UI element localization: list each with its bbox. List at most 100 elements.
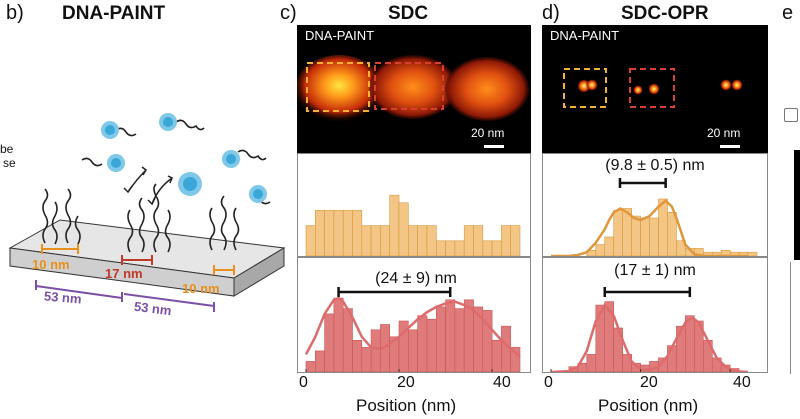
edge-text-2: se xyxy=(3,156,16,170)
histogram-bar xyxy=(436,240,446,256)
histogram-bar xyxy=(747,251,758,256)
histogram-bar xyxy=(604,236,615,256)
fit-curve xyxy=(550,302,749,372)
histogram-bar xyxy=(491,240,502,256)
histogram-bar xyxy=(473,225,484,256)
histogram-bar xyxy=(510,347,521,372)
c-tick-20: 20 xyxy=(397,374,415,391)
histogram-bar xyxy=(324,313,335,372)
panel-e-letter: e xyxy=(782,2,794,24)
histogram-bar xyxy=(491,340,502,372)
opr-top-histogram xyxy=(542,153,768,257)
histogram-bar xyxy=(408,329,418,372)
histogram-bar xyxy=(454,240,465,256)
histogram-bar xyxy=(361,225,372,256)
c-tick-0: 0 xyxy=(299,374,308,391)
histogram-bar xyxy=(685,315,695,372)
opr-box-red xyxy=(629,68,675,108)
opr-fwhm-label-bottom: (17 ± 1) nm xyxy=(614,262,696,279)
opr-bottom-histogram xyxy=(542,257,768,373)
histogram-bar xyxy=(417,315,428,372)
histogram-bar xyxy=(649,217,659,256)
sdc-scalebar xyxy=(484,145,504,148)
histogram-bar xyxy=(324,210,335,256)
histogram-bar xyxy=(426,225,437,256)
sdc-box-orange xyxy=(306,62,370,112)
histogram-bar xyxy=(352,210,363,256)
distance-markers xyxy=(35,244,235,312)
sdc-opr-image: DNA-PAINT 20 nm xyxy=(542,25,768,153)
histogram-bar xyxy=(398,202,409,256)
fit-curve xyxy=(304,296,521,358)
opr-fwhm-label-top: (9.8 ± 0.5) nm xyxy=(605,157,705,174)
spacing-label-1: 53 nm xyxy=(43,288,83,307)
histogram-bar xyxy=(454,308,465,372)
sdc-image-label: DNA-PAINT xyxy=(305,28,375,43)
histogram-bar xyxy=(352,340,363,372)
sdc-fwhm-label: (24 ± 9) nm xyxy=(375,270,457,287)
histogram-bar xyxy=(380,225,391,256)
sdc-blob-1 xyxy=(295,55,383,123)
histogram-bar xyxy=(370,329,381,372)
distance-label-1: 10 nm xyxy=(32,257,70,272)
histogram-bar xyxy=(361,347,372,372)
histogram-bar xyxy=(389,194,400,256)
sdc-opr-image-svg xyxy=(563,68,743,148)
slab-side xyxy=(233,247,285,297)
histogram-bar xyxy=(482,240,493,256)
histogram-bar xyxy=(333,210,344,256)
sdc-top-histogram xyxy=(297,153,531,257)
histogram-bar xyxy=(510,225,521,256)
opr-box-orange xyxy=(563,68,607,108)
histogram-bar xyxy=(305,361,316,372)
edge-text: be se xyxy=(0,142,16,170)
d-xlabel: Position (nm) xyxy=(598,396,699,415)
sdc-image: DNA-PAINT 20 nm xyxy=(295,25,531,153)
histogram-bar xyxy=(314,350,325,372)
binding-arrows xyxy=(123,166,173,206)
opr-spot xyxy=(731,79,743,91)
sdc-blob-3 xyxy=(445,57,529,121)
panel-d-title: SDC-OPR xyxy=(621,3,709,24)
histogram-bar xyxy=(417,225,428,256)
opr-spot xyxy=(633,85,643,95)
c-tick-40: 40 xyxy=(493,374,511,391)
sdc-scalebar-label: 20 nm xyxy=(471,126,505,140)
histogram-bar xyxy=(658,198,668,256)
panel-c-title: SDC xyxy=(388,3,429,24)
histogram-bar xyxy=(426,318,437,372)
d-tick-40: 40 xyxy=(733,374,751,391)
histogram-bar xyxy=(314,210,325,256)
panel-b-title: DNA-PAINT xyxy=(62,3,166,24)
histogram-bar xyxy=(463,225,474,256)
c-xlabel: Position (nm) xyxy=(356,396,457,415)
histogram-bar xyxy=(613,210,623,256)
d-tick-20: 20 xyxy=(640,374,658,391)
histogram-bar xyxy=(305,225,316,256)
histogram-bar xyxy=(501,225,511,256)
d-tick-0: 0 xyxy=(544,374,553,391)
opr-spot xyxy=(648,83,660,95)
histogram-bar xyxy=(436,306,446,372)
histogram-bar xyxy=(586,354,597,372)
dna-paint-schematic xyxy=(8,113,286,312)
histogram-bar xyxy=(333,297,344,372)
edge-text-1: be xyxy=(0,142,14,156)
opr-spot xyxy=(586,79,598,91)
sdc-image-svg xyxy=(295,55,529,148)
histogram-bar xyxy=(408,225,418,256)
distance-label-3: 10 nm xyxy=(182,281,220,296)
sdc-box-red xyxy=(374,62,444,110)
histogram-bar xyxy=(370,225,381,256)
panel-e-icon xyxy=(784,108,798,122)
panel-e-image-edge xyxy=(794,150,800,260)
distance-label-2: 17 nm xyxy=(105,266,143,281)
fit-curve xyxy=(551,199,748,256)
imager-dots xyxy=(101,113,267,203)
histogram-bar xyxy=(342,210,353,256)
panel-c-letter: c) xyxy=(280,2,297,24)
opr-spot xyxy=(720,79,732,91)
histogram-bar xyxy=(445,299,456,372)
histogram-bar xyxy=(342,308,353,372)
histogram-bar xyxy=(640,217,650,256)
